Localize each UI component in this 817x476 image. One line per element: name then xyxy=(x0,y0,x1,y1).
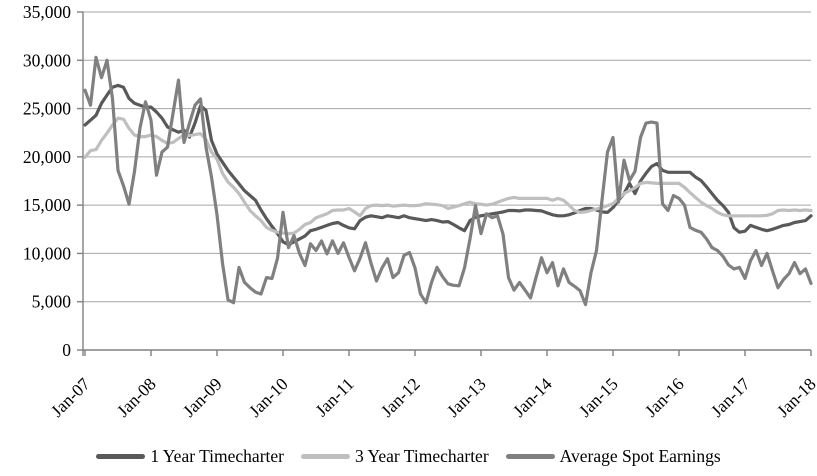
svg-text:30,000: 30,000 xyxy=(23,50,71,70)
svg-text:Jan-14: Jan-14 xyxy=(509,374,556,421)
svg-text:25,000: 25,000 xyxy=(23,99,71,119)
legend-swatch-3-year-icon xyxy=(300,454,350,459)
legend-item-1-year-timecharter: 1 Year Timecharter xyxy=(96,446,284,467)
timecharter-line-chart: 0 5,000 10,000 15,000 20,000 25,000 30,000 35,0… xyxy=(23,2,817,421)
svg-text:20,000: 20,000 xyxy=(23,147,71,167)
legend-item-average-spot-earnings: Average Spot Earnings xyxy=(505,446,721,467)
svg-text:Jan-18: Jan-18 xyxy=(773,374,817,421)
legend-label-spot: Average Spot Earnings xyxy=(559,446,721,466)
svg-text:10,000: 10,000 xyxy=(23,243,71,263)
svg-text:5,000: 5,000 xyxy=(32,292,72,312)
svg-text:Jan-10: Jan-10 xyxy=(245,374,292,421)
legend-label-3-year: 3 Year Timecharter xyxy=(354,446,489,466)
legend-swatch-1-year-icon xyxy=(96,454,146,459)
svg-text:0: 0 xyxy=(62,340,71,360)
svg-text:Jan-13: Jan-13 xyxy=(443,374,490,421)
svg-text:Jan-17: Jan-17 xyxy=(707,374,754,421)
legend-swatch-spot-icon xyxy=(505,454,555,459)
svg-text:Jan-16: Jan-16 xyxy=(641,374,688,421)
svg-text:15,000: 15,000 xyxy=(23,195,71,215)
svg-text:Jan-09: Jan-09 xyxy=(179,374,226,421)
chart-legend: 1 Year Timecharter 3 Year Timecharter Av… xyxy=(0,446,817,467)
svg-text:35,000: 35,000 xyxy=(23,2,71,22)
svg-text:Jan-08: Jan-08 xyxy=(113,374,160,421)
svg-text:Jan-15: Jan-15 xyxy=(575,374,622,421)
svg-text:Jan-07: Jan-07 xyxy=(47,374,94,421)
svg-text:Jan-12: Jan-12 xyxy=(377,374,424,421)
svg-text:Jan-11: Jan-11 xyxy=(311,374,358,421)
legend-label-1-year: 1 Year Timecharter xyxy=(150,446,284,466)
legend-item-3-year-timecharter: 3 Year Timecharter xyxy=(300,446,489,467)
